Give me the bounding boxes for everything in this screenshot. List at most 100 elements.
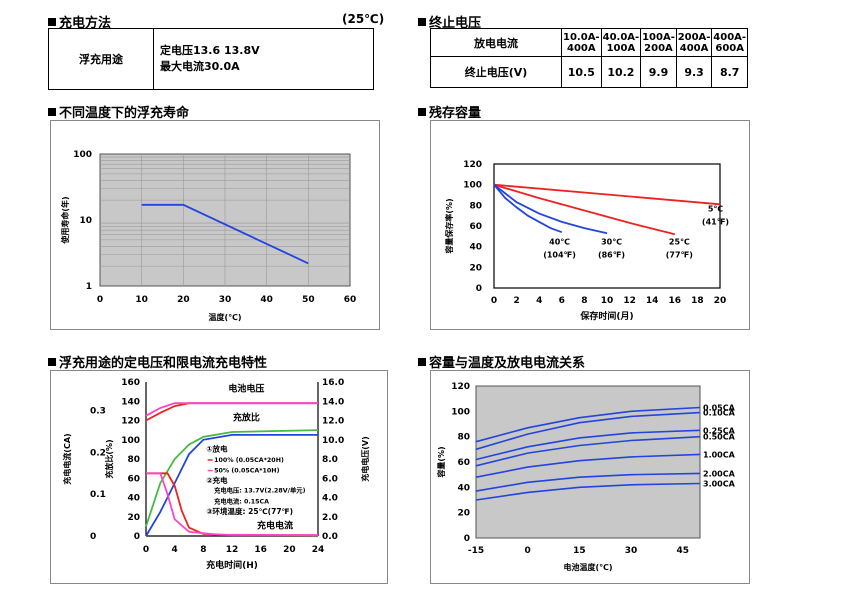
bullet-square-icon xyxy=(48,108,56,116)
x-axis-label: 充电时间(H) xyxy=(206,559,258,571)
series-label: 2.00CA xyxy=(703,469,736,478)
x-tick-label: 20 xyxy=(714,296,727,306)
cutoff-header: 400A- 600A xyxy=(711,28,748,57)
capacity-line-1 xyxy=(475,411,701,451)
title-capacity-temperature: 容量与温度及放电电流关系 xyxy=(418,352,585,371)
y-tick-label: 10 xyxy=(79,216,92,226)
x-tick-label: 12 xyxy=(226,545,239,555)
charge-line-1 xyxy=(145,402,318,417)
title-charge-characteristics: 浮充用途的定电压和限电流充电特性 xyxy=(48,352,267,371)
x-tick-label: 8 xyxy=(200,545,206,555)
title-text: 充电方法 xyxy=(59,16,112,31)
right-tick-label: 6.0 xyxy=(322,474,338,484)
plot-area xyxy=(475,385,701,539)
x-tick-label: 10 xyxy=(135,295,148,305)
y-tick-label: 1 xyxy=(86,282,92,292)
ca-tick-label: 0.2 xyxy=(90,448,106,458)
x-tick-label: 24 xyxy=(312,545,325,555)
y-tick-label: 40 xyxy=(457,483,470,493)
capacity-line-5 xyxy=(475,472,701,492)
x-axis-label: 保存时间(月) xyxy=(579,310,633,322)
cutoff-header: 100A- 200A xyxy=(640,28,677,57)
y-tick-label: 0 xyxy=(476,284,482,294)
cutoff-row1-label: 放电电流 xyxy=(430,28,562,57)
y-axis-label-ca: 充电电流(CA) xyxy=(62,433,72,484)
cutoff-row2-label: 终止电压(V) xyxy=(430,56,562,88)
panel-frame xyxy=(50,370,388,584)
bullet-square-icon xyxy=(418,108,426,116)
temp-note: (25℃) xyxy=(342,12,385,26)
series-label: 30℃ xyxy=(601,238,622,247)
cutoff-value: 9.3 xyxy=(675,56,713,88)
right-tick-label: 16.0 xyxy=(322,378,344,388)
y-tick-label: 40 xyxy=(469,243,482,253)
series-label: 1.00CA xyxy=(703,450,736,459)
ca-tick-label: 0.3 xyxy=(90,407,106,417)
residual-line-3 xyxy=(493,184,563,234)
bullet-square-icon xyxy=(418,358,426,366)
legend-text: 50% (0.05CA*10H) xyxy=(214,467,279,474)
y-tick-label: 100 xyxy=(121,436,140,446)
y-tick-label: 80 xyxy=(469,201,482,211)
x-tick-label: -15 xyxy=(468,546,484,556)
capacity-line-4 xyxy=(475,453,701,478)
series-label: (77℉) xyxy=(666,251,693,260)
cutoff-value: 8.7 xyxy=(711,56,748,88)
y-axis-label-voltage: 充电电压(V) xyxy=(360,436,370,482)
right-tick-label: 0.0 xyxy=(322,532,338,542)
capacity-line-2 xyxy=(475,429,701,461)
charge-line-2 xyxy=(145,429,319,527)
x-tick-label: 0 xyxy=(525,546,531,556)
label-voltage: 电池电压 xyxy=(228,383,264,395)
x-tick-label: 6 xyxy=(559,296,565,306)
charge-characteristics-chart: 0204060801001201401600.02.04.06.08.010.0… xyxy=(50,370,388,584)
cutoff-value: 10.2 xyxy=(600,56,642,88)
title-float-life: 不同温度下的浮充寿命 xyxy=(48,102,189,121)
capacity-line-0 xyxy=(475,406,701,443)
legend-text: ③环境温度: 25℃(77℉) xyxy=(206,506,293,516)
cutoff-value: 10.5 xyxy=(561,56,602,88)
y-tick-label: 80 xyxy=(457,433,470,443)
title-text: 残存容量 xyxy=(429,106,482,121)
bullet-square-icon xyxy=(48,358,56,366)
cutoff-header: 200A- 400A xyxy=(675,28,713,57)
y-tick-label: 100 xyxy=(451,407,470,417)
series-label: (104℉) xyxy=(543,251,576,260)
x-tick-label: 30 xyxy=(625,546,638,556)
title-text: 容量与温度及放电电流关系 xyxy=(429,356,586,371)
series-label: (86℉) xyxy=(598,251,625,260)
charge-method-line1: 定电压13.6 13.8V xyxy=(160,44,260,57)
y-tick-label: 0 xyxy=(134,532,140,542)
residual-line-1 xyxy=(493,183,676,236)
x-tick-label: 20 xyxy=(283,545,296,555)
title-cutoff-voltage: 终止电压 xyxy=(418,12,481,31)
charge-method-table: 浮充用途 定电压13.6 13.8V 最大电流30.0A xyxy=(48,28,374,90)
x-tick-label: 45 xyxy=(677,546,690,556)
residual-capacity-chart: 0 2 4 6 8 10 12 14 16 18 20 0 20 40 60 80 100 120 保存时间(月) 容… xyxy=(430,120,750,330)
x-tick-label: 30 xyxy=(219,295,232,305)
capacity-line-3 xyxy=(475,435,701,467)
title-text: 不同温度下的浮充寿命 xyxy=(59,106,190,121)
x-tick-label: 20 xyxy=(177,295,190,305)
ca-tick-label: 0 xyxy=(90,532,96,542)
label-current: 充电电流 xyxy=(257,519,293,531)
title-charge-method: 充电方法 xyxy=(48,12,111,31)
x-tick-label: 4 xyxy=(536,296,542,306)
plot-area xyxy=(493,163,721,289)
charge-method-label: 浮充用途 xyxy=(48,28,154,90)
label-ratio: 充放比 xyxy=(233,412,260,424)
y-tick-label: 140 xyxy=(121,397,140,407)
y-axis-label: 容量(%) xyxy=(436,446,446,478)
x-tick-label: 50 xyxy=(302,295,315,305)
y-tick-label: 0 xyxy=(464,534,470,544)
y-tick-label: 120 xyxy=(451,382,470,392)
x-axis-label: 电池温度(℃) xyxy=(564,562,613,572)
y-tick-label: 20 xyxy=(457,509,470,519)
x-tick-label: 16 xyxy=(669,296,682,306)
y-tick-label: 60 xyxy=(127,474,140,484)
x-tick-label: 14 xyxy=(646,296,659,306)
legend-text: 100% (0.05CA*20H) xyxy=(214,457,284,464)
series-label: 0.50CA xyxy=(703,433,736,442)
x-tick-label: 0 xyxy=(143,545,149,555)
cutoff-header: 40.0A- 100A xyxy=(600,28,642,57)
